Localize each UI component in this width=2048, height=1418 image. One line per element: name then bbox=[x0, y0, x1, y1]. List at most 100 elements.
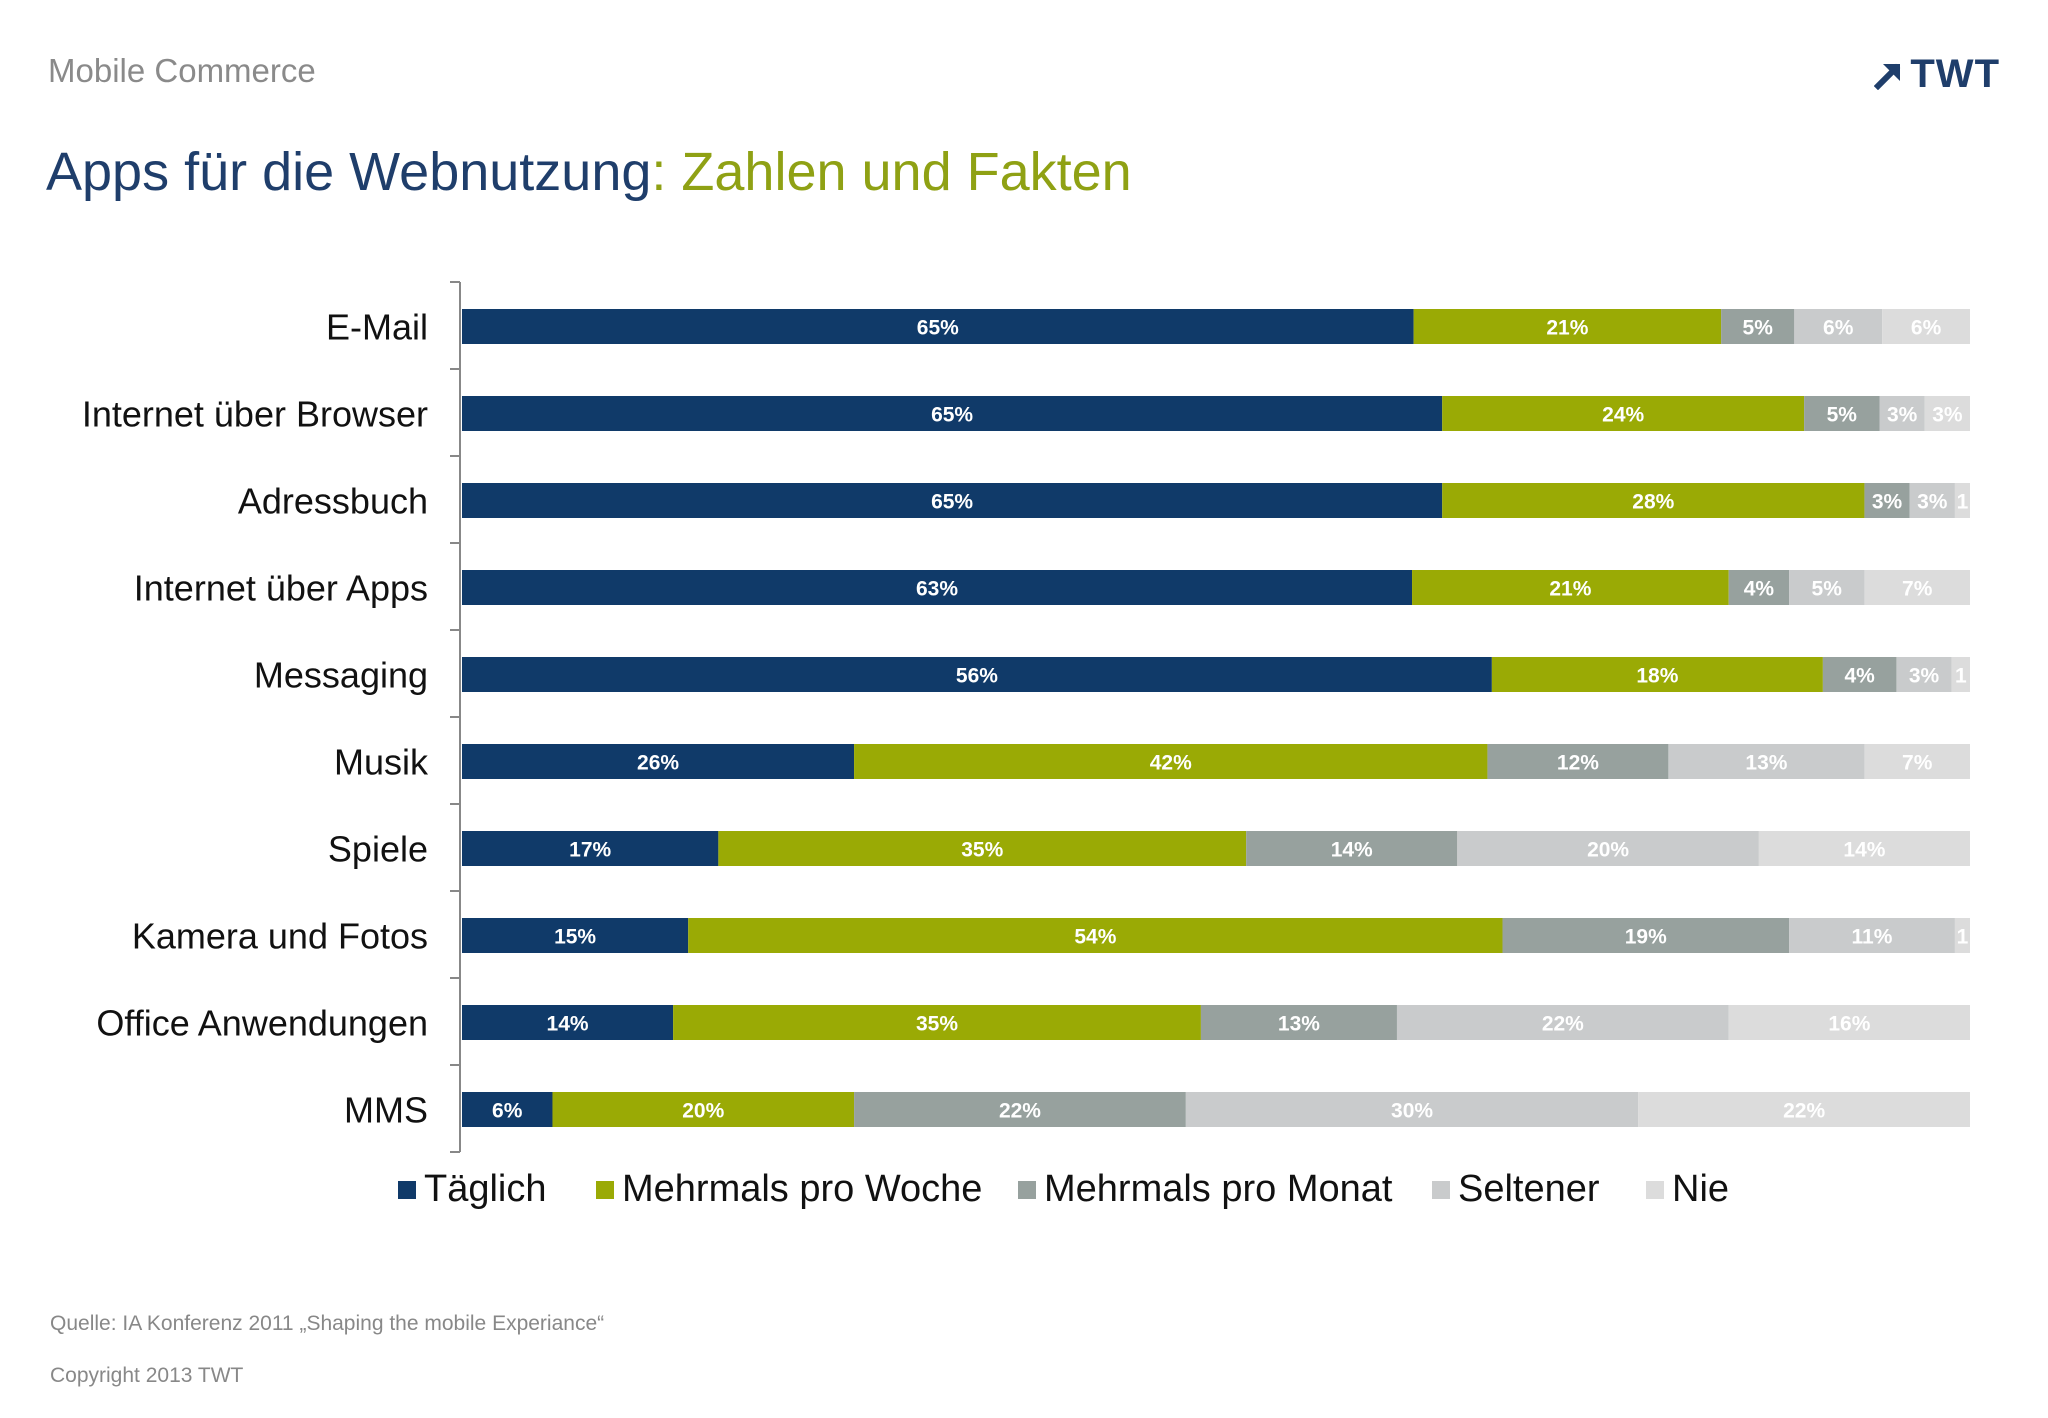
bar-segment bbox=[1924, 396, 1970, 431]
bar-value-label: 18% bbox=[1636, 665, 1678, 688]
bar-value-label: 56% bbox=[956, 665, 998, 688]
bar-value-label: 12% bbox=[1557, 752, 1599, 775]
bar-segment bbox=[1909, 483, 1955, 518]
bar-value-label: 4% bbox=[1744, 578, 1775, 601]
bar-segment bbox=[1864, 570, 1970, 605]
category-label: Musik bbox=[334, 742, 429, 783]
bar-value-label: 54% bbox=[1074, 926, 1116, 949]
bar-value-label: 21% bbox=[1546, 317, 1588, 340]
bar-value-label: 65% bbox=[917, 317, 959, 340]
bar-segment bbox=[462, 1005, 674, 1040]
chart-legend: Täglich Mehrmals pro Woche Mehrmals pro Mo… bbox=[0, 1168, 2048, 1212]
bar-segment bbox=[1864, 483, 1910, 518]
legend-item: Mehrmals pro Woche bbox=[596, 1168, 982, 1211]
title-sub: : Zahlen und Fakten bbox=[651, 142, 1132, 202]
bar-segment bbox=[462, 831, 719, 866]
bar-value-label: 11% bbox=[1852, 926, 1893, 949]
bar-segment bbox=[1864, 744, 1970, 779]
bar-value-label: 20% bbox=[682, 1100, 724, 1123]
bar-value-label: 14% bbox=[547, 1013, 589, 1036]
category-label: Kamera und Fotos bbox=[132, 916, 428, 957]
bar-value-label: 3% bbox=[1887, 404, 1918, 427]
bar-segment bbox=[462, 1092, 553, 1127]
bar-segment bbox=[1954, 483, 1970, 518]
bar-value-label: 6% bbox=[492, 1100, 523, 1123]
logo-text: TWT bbox=[1910, 52, 2000, 96]
bar-segment bbox=[462, 483, 1443, 518]
category-label: Internet über Apps bbox=[134, 568, 428, 609]
bar-segment bbox=[1758, 831, 1970, 866]
bar-segment bbox=[462, 309, 1414, 344]
bar-value-label: 35% bbox=[961, 839, 1003, 862]
bar-segment bbox=[1487, 744, 1669, 779]
bar-value-label: 15% bbox=[554, 926, 596, 949]
bar-value-label: 21% bbox=[1549, 578, 1591, 601]
bar-value-label: 1 bbox=[1957, 926, 1969, 949]
bar-segment bbox=[1804, 396, 1880, 431]
category-label: MMS bbox=[344, 1090, 428, 1131]
bar-segment bbox=[854, 744, 1488, 779]
bar-value-label: 65% bbox=[931, 491, 973, 514]
legend-label: Täglich bbox=[424, 1168, 547, 1210]
legend-item: Täglich bbox=[398, 1168, 547, 1211]
bar-value-label: 1 bbox=[1957, 491, 1969, 514]
legend-label: Mehrmals pro Monat bbox=[1044, 1168, 1393, 1210]
bar-segment bbox=[1668, 744, 1865, 779]
arrow-up-right-icon bbox=[1874, 63, 1901, 90]
legend-item: Seltener bbox=[1432, 1168, 1600, 1211]
copyright-note: Copyright 2013 TWT bbox=[50, 1364, 244, 1387]
bar-segment bbox=[462, 744, 855, 779]
category-label: E-Mail bbox=[326, 307, 428, 348]
bar-segment bbox=[1822, 657, 1897, 692]
bar-value-label: 20% bbox=[1587, 839, 1629, 862]
legend-swatch bbox=[1646, 1180, 1664, 1199]
bar-segment bbox=[1413, 309, 1722, 344]
legend-swatch bbox=[596, 1180, 614, 1199]
bar-segment bbox=[1728, 1005, 1970, 1040]
bar-segment bbox=[1442, 396, 1805, 431]
bar-segment bbox=[1789, 918, 1955, 953]
category-label: Messaging bbox=[254, 655, 428, 696]
bar-segment bbox=[688, 918, 1503, 953]
legend-item: Nie bbox=[1646, 1168, 1729, 1211]
bar-value-label: 35% bbox=[916, 1013, 958, 1036]
category-label: Adressbuch bbox=[238, 481, 428, 522]
bar-segment bbox=[462, 657, 1492, 692]
bar-segment bbox=[1721, 309, 1795, 344]
bar-segment bbox=[1246, 831, 1458, 866]
bar-segment bbox=[552, 1092, 855, 1127]
bar-value-label: 42% bbox=[1150, 752, 1192, 775]
bar-value-label: 3% bbox=[1872, 491, 1903, 514]
bar-segment bbox=[1951, 657, 1970, 692]
source-note: Quelle: IA Konferenz 2011 „Shaping the m… bbox=[50, 1312, 605, 1335]
bar-segment bbox=[1954, 918, 1970, 953]
bar-value-label: 30% bbox=[1391, 1100, 1433, 1123]
bar-value-label: 14% bbox=[1843, 839, 1885, 862]
bar-value-label: 7% bbox=[1902, 578, 1933, 601]
bar-segment bbox=[1896, 657, 1952, 692]
bar-value-label: 26% bbox=[637, 752, 679, 775]
bar-segment bbox=[1794, 309, 1883, 344]
bar-value-label: 13% bbox=[1278, 1013, 1320, 1036]
bar-segment bbox=[1491, 657, 1823, 692]
bar-value-label: 28% bbox=[1632, 491, 1674, 514]
bar-segment bbox=[854, 1092, 1186, 1127]
bar-value-label: 6% bbox=[1911, 317, 1942, 340]
bar-segment bbox=[1396, 1005, 1729, 1040]
twt-logo: TWT bbox=[1874, 52, 2000, 97]
legend-swatch bbox=[398, 1180, 416, 1199]
bar-segment bbox=[718, 831, 1247, 866]
bar-segment bbox=[1789, 570, 1865, 605]
bar-segment bbox=[462, 570, 1413, 605]
bar-segment bbox=[1457, 831, 1759, 866]
bar-segment bbox=[462, 918, 689, 953]
bar-value-label: 3% bbox=[1932, 404, 1963, 427]
category-label: Office Anwendungen bbox=[96, 1003, 428, 1044]
legend-swatch bbox=[1018, 1180, 1036, 1199]
bar-value-label: 1 bbox=[1955, 665, 1967, 688]
page-title: Apps für die Webnutzung: Zahlen und Fakt… bbox=[46, 140, 1132, 204]
title-main: Apps für die Webnutzung bbox=[46, 142, 652, 202]
bar-segment bbox=[1412, 570, 1729, 605]
bar-segment bbox=[462, 396, 1443, 431]
